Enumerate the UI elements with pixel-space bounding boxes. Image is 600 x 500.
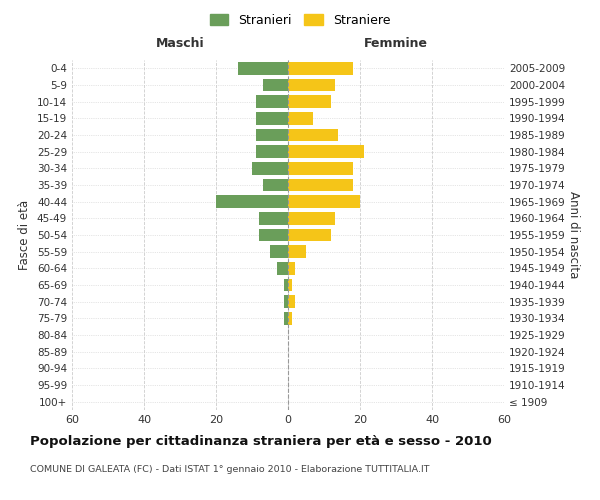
Y-axis label: Anni di nascita: Anni di nascita [566,192,580,278]
Text: COMUNE DI GALEATA (FC) - Dati ISTAT 1° gennaio 2010 - Elaborazione TUTTITALIA.IT: COMUNE DI GALEATA (FC) - Dati ISTAT 1° g… [30,465,430,474]
Bar [256,112,288,124]
Bar [288,196,360,208]
Text: Femmine: Femmine [364,37,428,50]
Bar [288,279,292,291]
Bar [252,162,288,174]
Bar [288,246,306,258]
Bar [288,146,364,158]
Bar [288,179,353,192]
Bar [288,229,331,241]
Bar [263,179,288,192]
Bar [259,229,288,241]
Bar [284,296,288,308]
Bar [288,96,331,108]
Bar [288,312,292,324]
Bar [270,246,288,258]
Bar [288,162,353,174]
Bar [216,196,288,208]
Bar [256,96,288,108]
Text: Popolazione per cittadinanza straniera per età e sesso - 2010: Popolazione per cittadinanza straniera p… [30,435,492,448]
Text: Maschi: Maschi [155,37,205,50]
Bar [259,212,288,224]
Y-axis label: Fasce di età: Fasce di età [19,200,31,270]
Bar [256,129,288,141]
Bar [238,62,288,74]
Bar [288,79,335,92]
Bar [284,312,288,324]
Bar [263,79,288,92]
Bar [288,112,313,124]
Bar [288,129,338,141]
Bar [288,212,335,224]
Bar [256,146,288,158]
Bar [288,62,353,74]
Bar [288,262,295,274]
Bar [277,262,288,274]
Bar [284,279,288,291]
Legend: Stranieri, Straniere: Stranieri, Straniere [205,8,395,32]
Bar [288,296,295,308]
